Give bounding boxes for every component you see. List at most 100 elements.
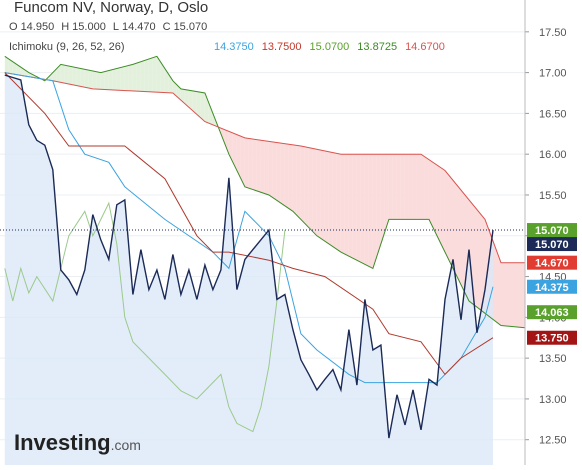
ohlc-value: 14.470	[122, 21, 156, 33]
cloud-segment	[108, 69, 113, 90]
logo-brand: Investing	[14, 430, 111, 455]
cloud-segment	[60, 64, 65, 84]
cloud-segment	[444, 170, 449, 261]
cloud-segment	[176, 84, 181, 101]
cloud-segment	[336, 153, 341, 253]
cloud-segment	[316, 149, 321, 239]
cloud-segment	[4, 56, 9, 74]
cloud-segment	[296, 145, 301, 220]
y-tick-label: 13.50	[539, 353, 567, 365]
cloud-segment	[200, 92, 205, 122]
cloud-segment	[452, 180, 457, 277]
cloud-segment	[356, 154, 361, 263]
price-label: 14.375	[535, 282, 569, 294]
cloud-segment	[240, 136, 245, 187]
cloud-segment	[276, 142, 281, 204]
cloud-segment	[104, 70, 109, 90]
cloud-segment	[192, 90, 197, 115]
cloud-segment	[428, 159, 433, 228]
price-label: 13.750	[535, 333, 569, 345]
price-label: 14.063	[535, 307, 569, 319]
cloud-segment	[124, 65, 129, 91]
cloud-segment	[24, 69, 29, 77]
cloud-segment	[220, 128, 225, 144]
cloud-segment	[144, 59, 149, 92]
cloud-segment	[516, 262, 521, 328]
y-tick-label: 17.00	[539, 68, 567, 80]
cloud-segment	[48, 72, 53, 81]
indicator-value: 13.7500	[262, 41, 302, 53]
cloud-segment	[248, 138, 253, 190]
price-label-box	[527, 237, 577, 252]
cloud-segment	[304, 146, 309, 228]
line-1	[4, 72, 494, 384]
cloud-segment	[264, 140, 269, 195]
cloud-segment	[308, 147, 313, 232]
cloud-segment	[496, 251, 501, 326]
cloud-segment	[136, 61, 141, 92]
cloud-segment	[332, 152, 337, 250]
price-label-box	[527, 255, 577, 270]
cloud-segment	[344, 154, 349, 257]
logo: Investing.com	[14, 430, 141, 455]
plot	[0, 31, 526, 465]
cloud-segment	[152, 56, 157, 93]
cloud-segment	[228, 131, 233, 163]
cloud-segment	[292, 144, 297, 216]
ohlc-key: H	[61, 21, 69, 33]
ohlc-key: C	[163, 21, 171, 33]
cloud-segment	[352, 154, 357, 261]
cloud-segment	[140, 60, 145, 92]
price-label-box	[527, 330, 577, 345]
cloud-segment	[92, 70, 97, 90]
line-4	[4, 55, 526, 329]
cloud-segment	[244, 137, 249, 189]
cloud-segment	[56, 64, 61, 83]
cloud-segment	[448, 175, 453, 269]
cloud-segment	[500, 262, 505, 326]
cloud-segment	[460, 190, 465, 293]
cloud-segment	[120, 66, 125, 91]
cloud-segment	[280, 143, 285, 206]
chart-title: Funcom NV, Norway, D, Oslo	[14, 0, 208, 16]
cloud-segment	[396, 154, 401, 220]
y-tick-label: 17.50	[539, 27, 567, 39]
cloud-segment	[12, 61, 17, 75]
cloud-segment	[88, 70, 93, 89]
cloud-segment	[28, 72, 33, 78]
cloud-segment	[224, 129, 229, 155]
cloud-segment	[392, 154, 397, 220]
cloud-segment	[80, 68, 85, 88]
cloud-segment	[492, 241, 497, 323]
cloud-segment	[96, 71, 101, 90]
cloud-segment	[404, 154, 409, 220]
line-2	[4, 72, 494, 376]
cloud-segment	[168, 74, 173, 93]
cloud-segment	[320, 150, 325, 242]
cloud-segment	[340, 154, 345, 255]
cloud-segment	[184, 89, 189, 108]
cloud-segment	[72, 66, 77, 86]
cloud-segment	[412, 154, 417, 220]
cloud-segment	[288, 144, 293, 212]
y-tick-label: 12.50	[539, 435, 567, 447]
indicator-value: 14.6700	[405, 41, 445, 53]
cloud-segment	[300, 146, 305, 224]
cloud-segment	[236, 134, 241, 179]
indicator-name: Ichimoku (9, 26, 52, 26)	[9, 41, 125, 53]
price-label-box	[527, 223, 577, 238]
cloud-segment	[100, 71, 105, 90]
cloud-segment	[476, 209, 481, 311]
y-tick-label: 15.50	[539, 190, 567, 202]
indicator-value: 13.8725	[357, 41, 397, 53]
cloud-segment	[16, 64, 21, 76]
cloud-segment	[8, 59, 13, 74]
indicator-value: 14.3750	[214, 41, 254, 53]
cloud-segment	[376, 154, 381, 257]
ohlc-value: 15.070	[174, 21, 208, 33]
cloud-segment	[112, 68, 117, 91]
cloud-segment	[128, 64, 133, 91]
cloud-segment	[160, 62, 165, 93]
price-label: 15.070	[535, 239, 569, 251]
ohlc-value: 15.000	[72, 21, 106, 33]
